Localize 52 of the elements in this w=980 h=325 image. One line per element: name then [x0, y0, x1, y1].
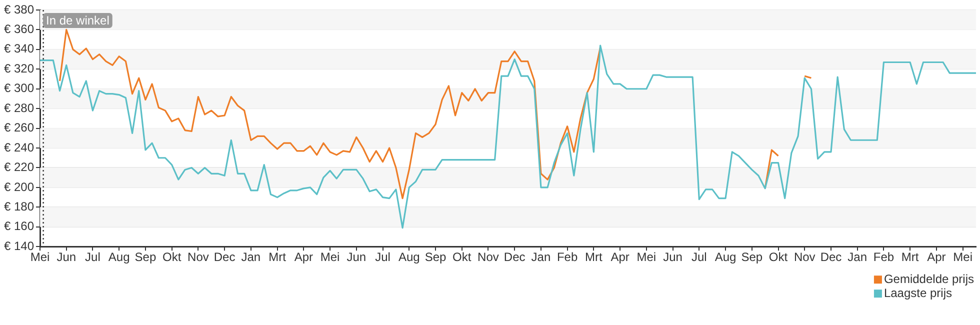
y-tick-label: € 200: [4, 180, 34, 194]
x-tick-label: Jul: [375, 250, 390, 264]
y-tick-label: € 140: [4, 238, 34, 253]
x-tick-label: Mrt: [901, 250, 920, 264]
y-tick-label: € 180: [4, 199, 34, 214]
x-tick-label: Nov: [478, 250, 499, 264]
x-tick-label: Apr: [294, 250, 314, 264]
ref-line-label: In de winkel: [46, 13, 110, 28]
x-tick-label: Mei: [320, 250, 340, 264]
y-tick-label: € 260: [4, 120, 34, 135]
legend-label: Laagste prijs: [884, 286, 952, 300]
y-tick-label: € 240: [4, 140, 34, 154]
y-tick-label: € 160: [4, 219, 34, 234]
x-tick-label: Feb: [556, 250, 578, 264]
y-tick-label: € 340: [4, 42, 34, 56]
x-tick-label: Mei: [636, 250, 656, 264]
x-tick-label: Nov: [188, 250, 209, 264]
x-tick-label: Jul: [85, 250, 100, 264]
x-tick-label: Sep: [741, 250, 763, 264]
x-tick-label: Jan: [531, 250, 551, 264]
x-tick-label: Aug: [108, 250, 130, 264]
x-tick-label: Apr: [610, 250, 630, 264]
x-tick-label: Jul: [691, 250, 707, 264]
x-tick-label: Aug: [714, 250, 736, 264]
x-tick-label: Mrt: [585, 250, 604, 264]
x-tick-label: Jan: [241, 250, 261, 264]
y-tick-label: € 320: [4, 61, 34, 76]
y-tick-label: € 360: [4, 22, 34, 36]
x-tick-label: Mei: [30, 250, 50, 264]
x-tick-label: Jun: [56, 250, 76, 264]
x-tick-label: Jun: [346, 250, 366, 264]
x-tick-label: Dec: [820, 250, 842, 264]
x-tick-label: Jun: [663, 250, 682, 264]
y-tick-label: € 220: [4, 160, 34, 174]
y-tick-label: € 380: [4, 2, 34, 16]
x-tick-label: Feb: [873, 250, 894, 264]
x-tick-label: Sep: [134, 250, 156, 264]
x-tick-label: Mrt: [268, 250, 287, 264]
x-tick-label: Okt: [452, 250, 472, 264]
x-tick-label: Apr: [927, 250, 946, 264]
x-tick-label: Mei: [953, 250, 972, 264]
x-tick-label: Nov: [794, 250, 816, 264]
x-tick-label: Dec: [504, 250, 526, 264]
x-tick-label: Aug: [398, 250, 420, 264]
y-tick-label: € 280: [4, 100, 34, 115]
y-tick-label: € 300: [4, 81, 34, 96]
x-tick-label: Dec: [214, 250, 236, 264]
x-tick-label: Jan: [848, 250, 868, 264]
x-tick-label: Sep: [424, 250, 446, 264]
x-tick-label: Okt: [768, 250, 788, 264]
x-tick-label: Okt: [162, 250, 182, 264]
legend-label: Gemiddelde prijs: [884, 272, 974, 286]
